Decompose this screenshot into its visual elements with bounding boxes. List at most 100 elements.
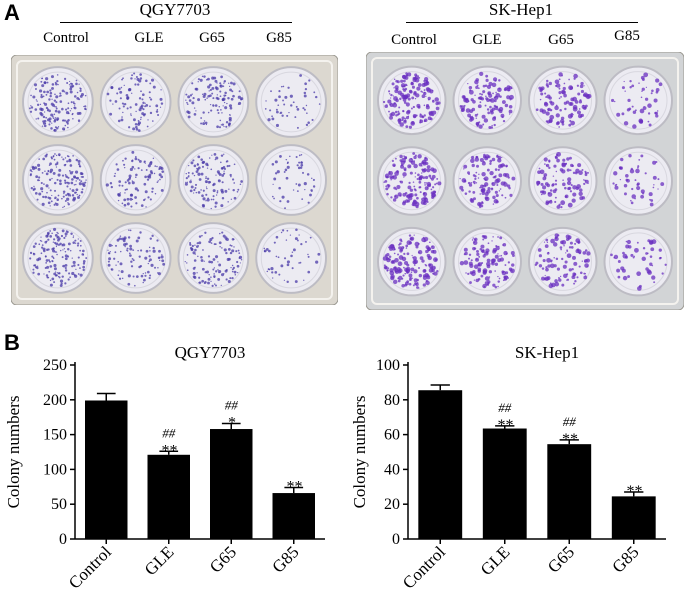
colony <box>467 272 470 276</box>
colony <box>193 192 195 194</box>
colony <box>632 124 637 129</box>
colony <box>389 175 394 180</box>
colony <box>486 258 491 263</box>
colony <box>116 92 119 95</box>
colony <box>45 261 48 264</box>
colony <box>653 281 656 284</box>
colony <box>643 72 649 78</box>
colony <box>482 238 485 241</box>
colony <box>405 74 408 77</box>
colony <box>471 239 474 241</box>
colony <box>471 155 475 160</box>
colony <box>302 171 305 174</box>
colony <box>585 258 590 263</box>
colony <box>212 97 215 100</box>
colony <box>223 101 226 104</box>
colony <box>408 282 412 286</box>
colony <box>548 81 552 86</box>
colony <box>63 77 67 81</box>
colony <box>240 180 243 183</box>
colony <box>392 279 398 285</box>
colony <box>614 184 617 187</box>
colony <box>147 270 150 274</box>
colony <box>402 201 406 206</box>
colony <box>479 101 482 104</box>
colony <box>137 83 140 86</box>
colony <box>79 239 82 242</box>
colony <box>139 77 143 80</box>
colony <box>153 172 156 175</box>
colony <box>545 163 550 168</box>
colony <box>77 242 80 245</box>
colony <box>72 260 76 264</box>
colony <box>572 171 576 175</box>
colony <box>220 188 224 192</box>
colony <box>230 81 233 85</box>
colony <box>388 93 391 95</box>
colony <box>128 126 131 129</box>
colony <box>160 102 164 105</box>
colony <box>225 237 229 241</box>
colony <box>225 278 228 281</box>
colony <box>117 260 119 263</box>
colony <box>142 101 145 105</box>
colony <box>73 184 76 186</box>
colony <box>479 92 482 95</box>
colony <box>621 86 625 90</box>
colony <box>284 168 288 172</box>
colony <box>400 79 404 83</box>
colony <box>114 100 118 103</box>
colony <box>53 189 57 192</box>
colony <box>238 257 241 259</box>
colony <box>382 256 388 261</box>
colony <box>210 198 213 201</box>
colony <box>56 74 59 76</box>
colony <box>385 185 388 188</box>
colony <box>407 115 410 118</box>
colony <box>286 165 290 169</box>
colony <box>51 260 54 263</box>
colony <box>46 90 50 94</box>
colony <box>484 281 489 286</box>
colony <box>71 189 75 193</box>
colony <box>285 239 288 241</box>
colony <box>29 257 32 260</box>
colony <box>492 92 494 95</box>
colony <box>560 248 562 251</box>
colony <box>488 276 491 278</box>
colony <box>70 181 74 185</box>
colony <box>129 247 133 251</box>
colony <box>232 188 235 192</box>
colony <box>122 105 125 108</box>
colony <box>46 265 50 269</box>
colony <box>559 108 562 112</box>
colony <box>59 179 62 183</box>
colony <box>494 254 499 259</box>
colony <box>554 79 560 85</box>
colony <box>583 182 586 186</box>
colony <box>107 260 110 263</box>
colony <box>158 173 162 177</box>
colony <box>138 159 142 163</box>
colony <box>286 114 289 117</box>
colony <box>49 168 54 172</box>
colony <box>84 105 87 108</box>
colony <box>586 265 589 267</box>
well <box>603 226 673 297</box>
colony <box>107 263 111 267</box>
colony <box>34 265 38 269</box>
colony <box>132 118 136 122</box>
colony <box>435 182 438 185</box>
colony <box>416 177 419 181</box>
colony <box>578 100 583 104</box>
colony <box>619 178 622 181</box>
colony <box>184 182 188 186</box>
colony <box>140 274 144 278</box>
colony <box>231 178 235 181</box>
colony <box>84 181 87 184</box>
colony <box>410 107 413 110</box>
colony <box>54 93 56 96</box>
colony <box>554 155 558 159</box>
colony <box>473 241 476 243</box>
colony <box>412 113 417 118</box>
